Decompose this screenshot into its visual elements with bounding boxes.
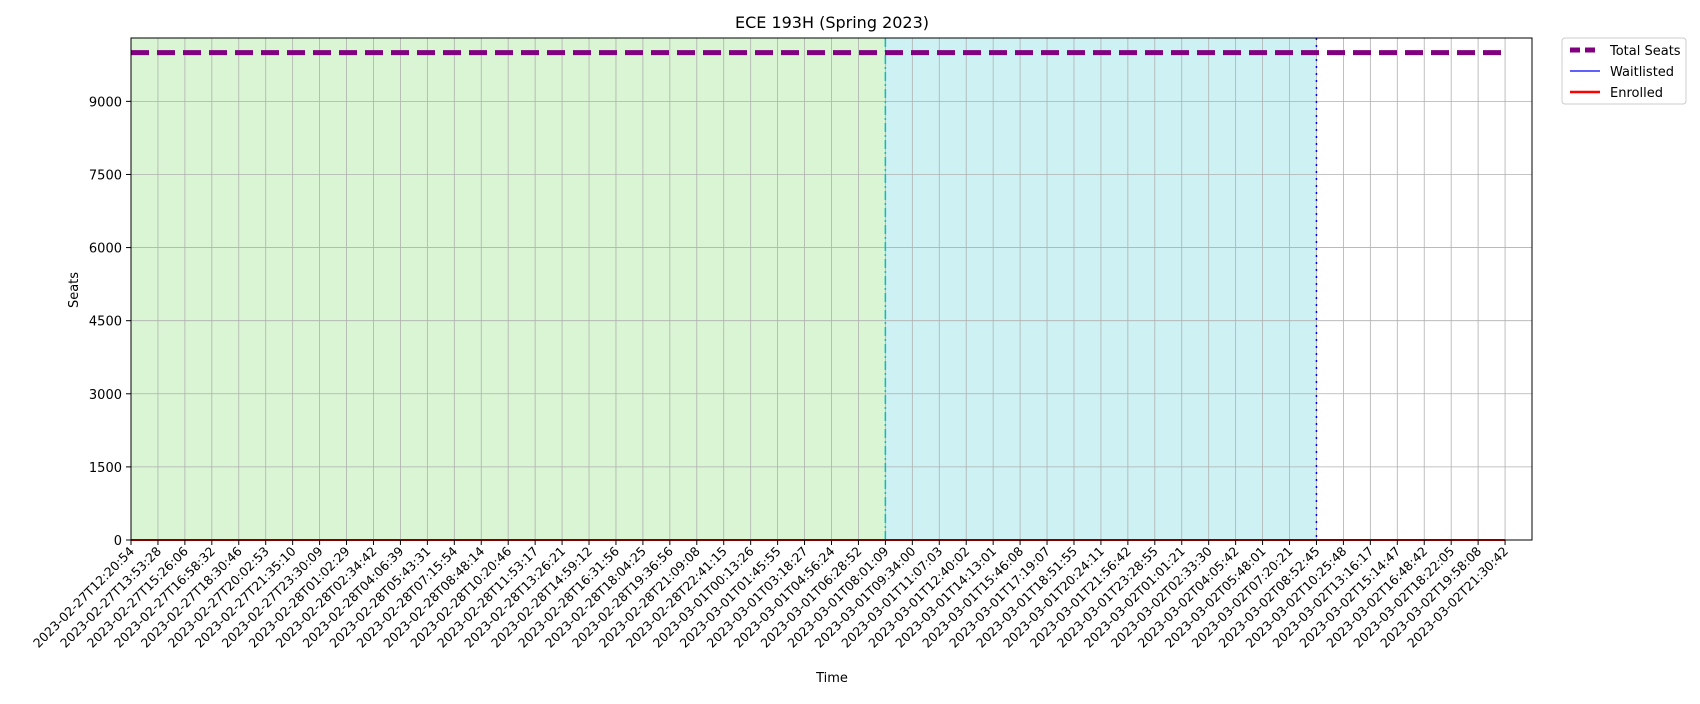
y-tick-label: 0: [114, 534, 122, 549]
legend-label: Waitlisted: [1610, 65, 1674, 80]
legend-box: [1561, 37, 1687, 105]
y-axis: 0 1500 3000 4500 6000 7500 9000: [89, 95, 131, 549]
vertical-markers: [884, 38, 1318, 540]
y-tick-label: 7500: [89, 168, 122, 183]
y-tick-label: 9000: [89, 95, 122, 110]
legend-label: Total Seats: [1609, 44, 1681, 59]
x-axis-label: Time: [815, 671, 848, 686]
chart-title: ECE 193H (Spring 2023): [735, 13, 929, 32]
y-tick-label: 4500: [89, 315, 122, 330]
legend: Total Seats Waitlisted Enrolled: [1561, 37, 1687, 105]
y-tick-label: 6000: [89, 242, 122, 257]
grid-lines: [130, 38, 1532, 541]
y-tick-label: 1500: [89, 461, 122, 476]
y-axis-label: Seats: [67, 272, 82, 308]
y-tick-label: 3000: [89, 388, 122, 403]
legend-label: Enrolled: [1610, 86, 1663, 101]
